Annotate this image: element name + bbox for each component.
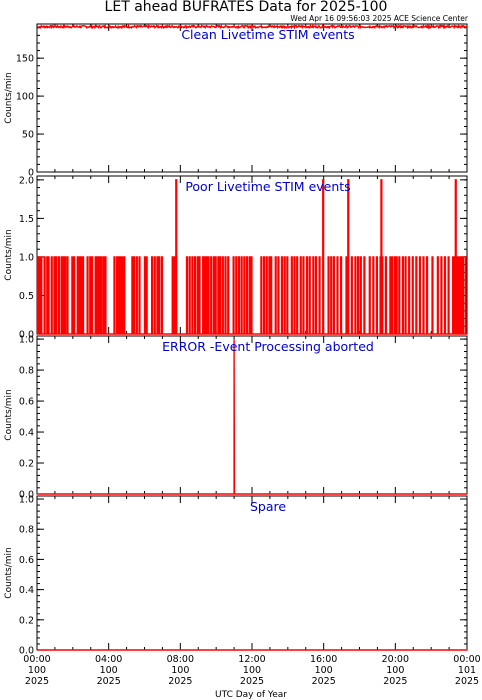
y-tick-label: 1.0 [19, 495, 34, 506]
panel-title: Spare [250, 499, 286, 514]
y-tick-label: 1.5 [19, 214, 34, 225]
x-tick-label: 08:00 [167, 654, 194, 665]
panel-title: Clean Livetime STIM events [181, 27, 354, 42]
y-axis-label: Counts/min [4, 389, 14, 440]
timestamp: Wed Apr 16 09:56:03 2025 ACE Science Cen… [290, 14, 469, 23]
y-tick-label: 50 [22, 130, 34, 141]
x-tick-label: 2025 [168, 676, 192, 687]
y-tick-label: 0 [28, 168, 34, 179]
y-tick-label: 0.6 [19, 397, 34, 408]
x-tick-label: 04:00 [95, 654, 122, 665]
panel-2: 0.0 0.5 1.0 1.5 2.0 Counts/min Poor Livetime S… [4, 175, 468, 341]
x-tick-label: 00:00 [453, 654, 480, 665]
panel-frame [36, 335, 468, 495]
panel-title: Poor Livetime STIM events [185, 179, 350, 194]
x-tick-label: 2025 [25, 676, 49, 687]
x-tick-label: 100 [171, 665, 189, 676]
y-tick-label: 0.4 [19, 585, 34, 596]
y-tick-label: 0.5 [19, 291, 34, 302]
x-tick-label: 2025 [240, 676, 264, 687]
panel-3: 0.0 0.2 0.4 0.6 0.8 1.0 Counts/min ERROR -Event… [4, 335, 468, 501]
y-axis-label: Counts/min [4, 547, 14, 598]
x-tick-label: 20:00 [382, 654, 409, 665]
x-tick-label: 101 [458, 665, 476, 676]
y-tick-label: 0.0 [19, 646, 34, 657]
y-tick-label: 1.0 [19, 335, 34, 346]
y-tick-label: 1.0 [19, 252, 34, 263]
panel-frame [36, 23, 468, 173]
x-axis-label: UTC Day of Year [215, 690, 287, 700]
x-tick-label: 100 [100, 665, 118, 676]
y-tick-label: 0.8 [19, 525, 34, 536]
x-tick-label: 100 [315, 665, 333, 676]
x-tick-label: 2025 [312, 676, 336, 687]
x-tick-label: 100 [386, 665, 404, 676]
panel-frame [36, 495, 468, 651]
y-tick-label: 0.2 [19, 615, 34, 626]
y-axis-label: Counts/min [4, 229, 14, 280]
y-tick-label: 0.0 [19, 490, 34, 501]
y-tick-label: 0.2 [19, 459, 34, 470]
x-tick-label: 12:00 [238, 654, 265, 665]
x-tick-label: 2025 [97, 676, 121, 687]
y-tick-label: 0.0 [19, 330, 34, 341]
x-tick-label: 2025 [383, 676, 407, 687]
x-tick-label: 2025 [455, 676, 479, 687]
panel-4: 0.0 0.2 0.4 0.6 0.8 1.0 Counts/min Spare [4, 495, 468, 657]
data-series-line [36, 23, 468, 30]
data-series-line [36, 179, 467, 335]
figure-title: LET ahead BUFRATES Data for 2025-100 [105, 0, 388, 15]
y-tick-label: 100 [16, 92, 34, 103]
y-tick-label: 0.4 [19, 428, 34, 439]
x-tick-label: 00:00 [23, 654, 50, 665]
y-tick-label: 150 [16, 54, 34, 65]
x-tick-label: 100 [28, 665, 46, 676]
y-tick-label: 0.6 [19, 555, 34, 566]
data-series-line [37, 339, 467, 495]
y-tick-label: 0.8 [19, 366, 34, 377]
x-tick-label: 16:00 [310, 654, 337, 665]
x-tick-label: 100 [243, 665, 261, 676]
y-tick-label: 2.0 [19, 175, 34, 186]
y-axis-label: Counts/min [4, 72, 14, 123]
panel-title: ERROR -Event Processing aborted [162, 339, 374, 354]
